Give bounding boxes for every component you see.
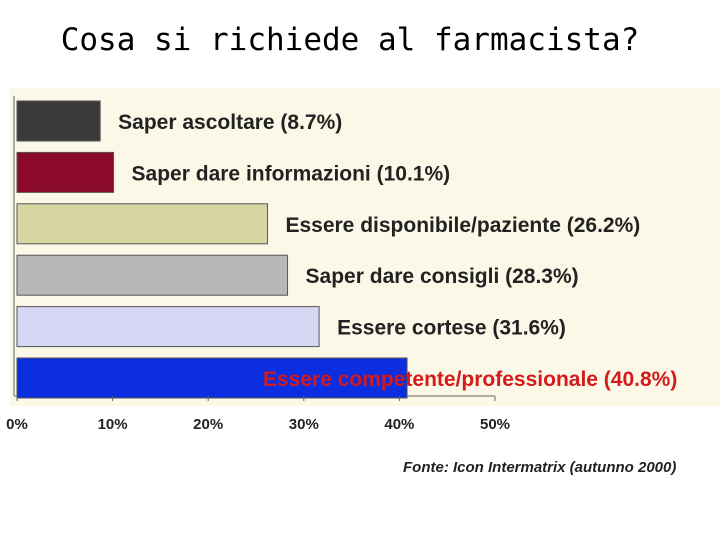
bar-label-4: Saper dare consigli (28.3%): [306, 265, 579, 288]
slide-title: Cosa si richiede al farmacista?: [60, 22, 640, 58]
bar-label-5: Essere cortese (31.6%): [337, 317, 566, 340]
x-tick-label-0: 0%: [6, 416, 28, 433]
x-tick-label-4: 40%: [384, 416, 414, 433]
x-tick-label-5: 50%: [480, 416, 510, 433]
x-tick-label-3: 30%: [289, 416, 319, 433]
source-note: Fonte: Icon Intermatrix (autunno 2000): [403, 459, 676, 476]
bar-label-6: Essere competente/professionale (40.8%): [263, 368, 677, 391]
bar-5: [16, 306, 320, 348]
bar-1: [16, 100, 101, 142]
plot-background: [10, 88, 720, 406]
x-tick-label-1: 10%: [98, 416, 128, 433]
bar-label-2: Saper dare informazioni (10.1%): [132, 162, 451, 185]
x-tick-label-2: 20%: [193, 416, 223, 433]
bar-labels-group: Saper ascoltare (8.7%) Saper dare informa…: [118, 111, 677, 391]
bar-label-3: Essere disponibile/paziente (26.2%): [285, 214, 640, 237]
bar-label-1: Saper ascoltare (8.7%): [118, 111, 342, 134]
bar-2: [16, 151, 115, 193]
bar-4: [16, 254, 289, 296]
bar-6: [16, 357, 408, 399]
x-ticks-group: 0% 10% 20% 30% 40% 50%: [6, 396, 510, 433]
bar-3: [16, 203, 268, 245]
bars-group: [16, 100, 408, 399]
